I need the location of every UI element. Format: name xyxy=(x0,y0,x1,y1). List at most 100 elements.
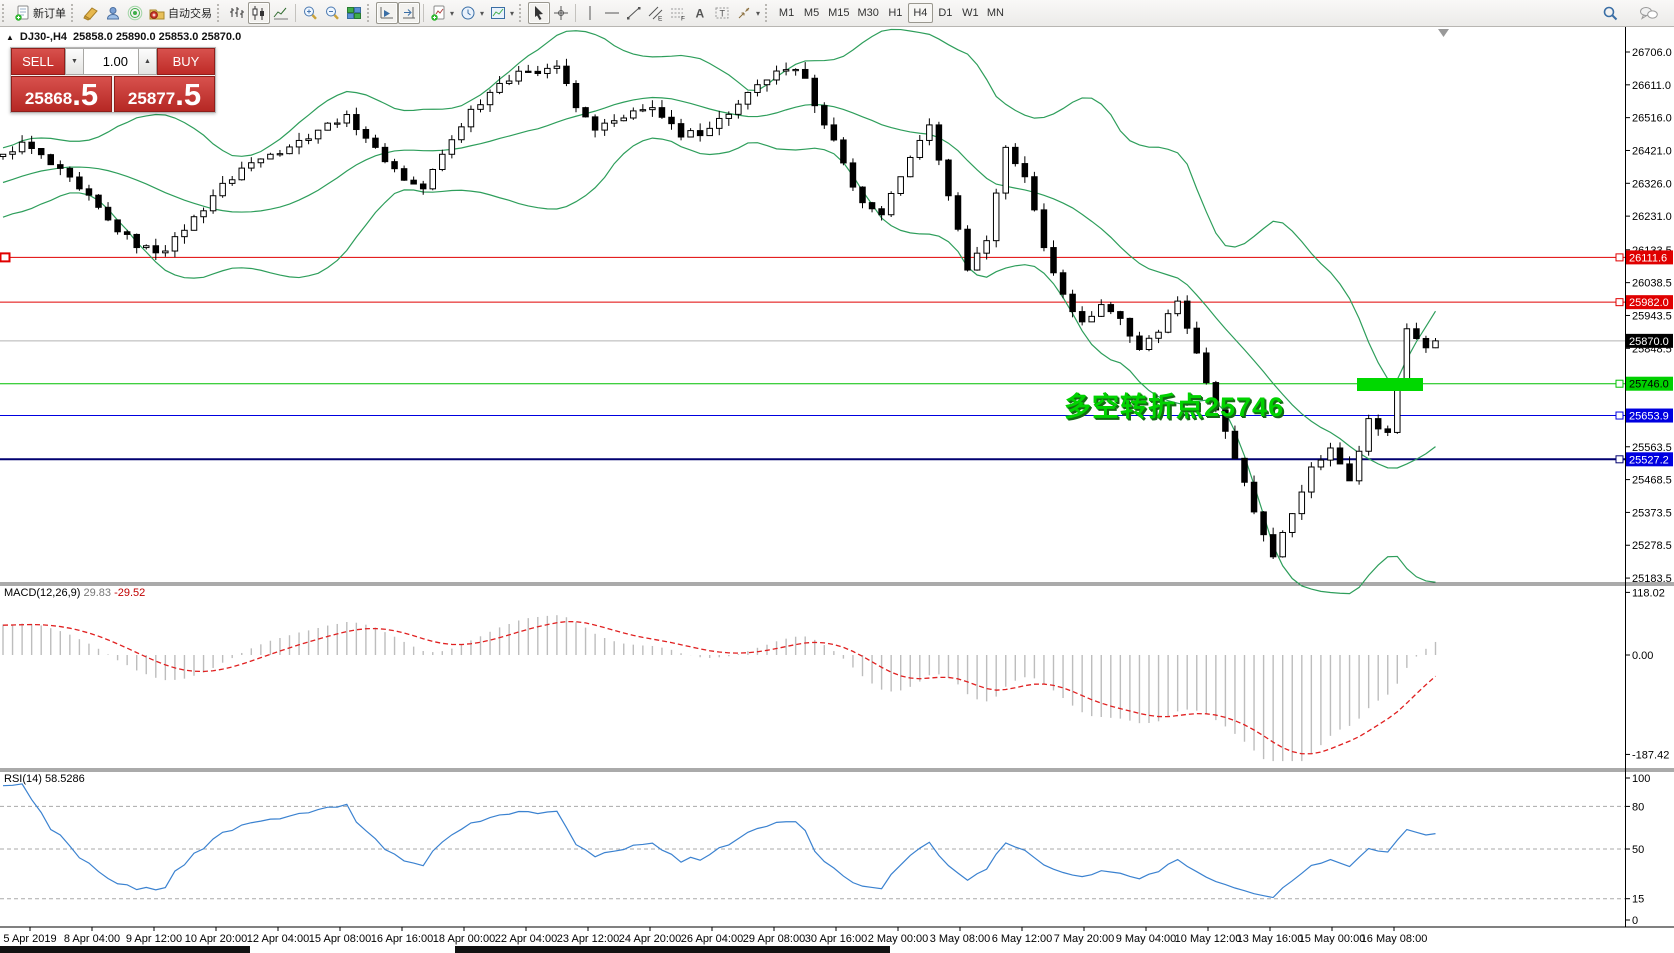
crosshair-button[interactable] xyxy=(550,2,572,24)
timeframe-button-M1[interactable]: M1 xyxy=(774,3,799,23)
price-level-label: 25653.9 xyxy=(1629,411,1669,423)
indicators-button[interactable]: ▾ xyxy=(427,2,457,24)
scrollbar-thumb[interactable] xyxy=(250,946,455,953)
volume-input[interactable]: 1.00 xyxy=(84,48,138,75)
timeframe-button-M5[interactable]: M5 xyxy=(799,3,824,23)
collapse-arrow-icon[interactable]: ▲ xyxy=(6,32,14,42)
rsi-name: RSI(14) xyxy=(4,773,42,785)
toolbar-separator xyxy=(575,4,577,22)
channel-button[interactable]: E xyxy=(645,2,667,24)
horizontal-line-icon xyxy=(605,12,620,14)
svg-text:E: E xyxy=(658,16,663,22)
candlestick-chart-icon xyxy=(252,6,264,20)
trendline-icon xyxy=(627,7,641,20)
horizontal-line-button[interactable] xyxy=(601,2,623,24)
rsi-line xyxy=(2,783,1436,899)
date-axis-label: 12 Apr 04:00 xyxy=(247,933,309,945)
zoom-out-button[interactable] xyxy=(321,2,343,24)
timeframe-button-M30[interactable]: M30 xyxy=(853,3,882,23)
timeframe-button-D1[interactable]: D1 xyxy=(933,3,958,23)
profile-button[interactable] xyxy=(102,2,124,24)
arrows-button[interactable]: ▾ xyxy=(733,2,763,24)
buy-button[interactable]: BUY xyxy=(157,48,215,75)
template-icon xyxy=(491,7,506,19)
signal-button[interactable] xyxy=(124,2,146,24)
price-level-label: 25870.0 xyxy=(1629,336,1669,348)
timeframe-toolbar: M1 M5 M15 M30 H1 H4 D1 W1 MN xyxy=(774,3,1008,23)
macd-signal-value: -29.52 xyxy=(114,587,146,599)
date-axis-label: 30 Apr 16:00 xyxy=(805,933,867,945)
trendline-button[interactable] xyxy=(623,2,645,24)
date-axis-label: 16 Apr 16:00 xyxy=(371,933,433,945)
text-label-button[interactable]: T xyxy=(711,2,733,24)
line-handle-marker xyxy=(0,252,11,263)
svg-text:25563.5: 25563.5 xyxy=(1632,442,1672,454)
pane-frames xyxy=(0,27,1674,928)
fibonacci-button[interactable]: F xyxy=(667,2,689,24)
date-axis-label: 26 Apr 04:00 xyxy=(681,933,743,945)
date-axis-label: 23 Apr 12:00 xyxy=(557,933,619,945)
cursor-button[interactable] xyxy=(528,2,551,24)
toolbar-grip xyxy=(519,4,526,22)
arrows-icon xyxy=(738,7,750,19)
ask-price-main: 25877 xyxy=(127,89,176,108)
templates-button[interactable]: ▾ xyxy=(487,2,517,24)
volume-increase-button[interactable]: ▲ xyxy=(138,48,157,75)
text-button[interactable]: A xyxy=(689,2,711,24)
autotrading-button[interactable]: 自动交易 xyxy=(146,2,215,24)
svg-text:26611.0: 26611.0 xyxy=(1632,80,1671,92)
svg-text:25373.5: 25373.5 xyxy=(1632,507,1672,519)
cursor-icon xyxy=(535,6,544,20)
line-chart-button[interactable] xyxy=(270,2,292,24)
bid-price-main: 25868 xyxy=(24,89,73,108)
svg-text:26421.0: 26421.0 xyxy=(1632,145,1672,157)
candlestick-chart-button[interactable] xyxy=(248,2,270,24)
indicators-icon xyxy=(431,5,445,21)
svg-text:26038.5: 26038.5 xyxy=(1632,278,1672,290)
chart-shift-button[interactable] xyxy=(398,2,420,24)
zoom-in-button[interactable] xyxy=(299,2,321,24)
candlesticks xyxy=(0,58,1439,560)
zoom-out-icon xyxy=(326,6,339,20)
bar-chart-button[interactable] xyxy=(226,2,248,24)
svg-text:25468.5: 25468.5 xyxy=(1632,475,1672,487)
svg-text:26326.0: 26326.0 xyxy=(1632,178,1672,190)
autoscroll-button[interactable] xyxy=(376,2,398,24)
tile-windows-button[interactable] xyxy=(343,2,365,24)
price-labels: 26111.6 25982.0 25870.0 25746.0 25653.9 25527… xyxy=(1615,250,1673,467)
signal-icon xyxy=(127,5,143,21)
horizontal-scrollbar[interactable] xyxy=(0,946,890,953)
periods-button[interactable]: ▾ xyxy=(457,2,487,24)
dropdown-caret-icon: ▾ xyxy=(450,8,455,18)
search-button[interactable] xyxy=(1599,2,1622,24)
new-order-icon xyxy=(15,5,29,21)
sell-price-button[interactable]: 25868 .5 xyxy=(11,76,112,112)
dropdown-caret-icon: ▾ xyxy=(510,8,515,18)
timeframe-button-H1[interactable]: H1 xyxy=(883,3,908,23)
toolbar-grip xyxy=(217,4,224,22)
price-level-label: 25982.0 xyxy=(1629,297,1669,309)
vertical-line-button[interactable] xyxy=(579,2,601,24)
timeframe-button-MN[interactable]: MN xyxy=(983,3,1008,23)
timeframe-button-H4[interactable]: H4 xyxy=(907,3,933,23)
toolbar-grip xyxy=(367,4,374,22)
volume-decrease-button[interactable]: ▼ xyxy=(65,48,84,75)
chat-button[interactable] xyxy=(1636,2,1662,24)
new-order-button[interactable]: 新订单 xyxy=(11,2,69,24)
timeframe-button-M15[interactable]: M15 xyxy=(824,3,853,23)
highlight-rectangle[interactable] xyxy=(1357,378,1423,391)
styler-button[interactable] xyxy=(80,2,102,24)
svg-text:118.02: 118.02 xyxy=(1632,587,1665,599)
line-anchor-marker xyxy=(1615,298,1624,307)
date-axis-label: 15 Apr 08:00 xyxy=(309,933,371,945)
bar-chart-icon xyxy=(230,7,244,18)
timeframe-button-W1[interactable]: W1 xyxy=(958,3,983,23)
svg-text:26706.0: 26706.0 xyxy=(1632,47,1672,59)
dropdown-caret-icon: ▾ xyxy=(480,8,485,18)
bid-price-fraction: .5 xyxy=(72,77,99,112)
sell-button[interactable]: SELL xyxy=(11,48,65,75)
date-axis-label: 13 May 16:00 xyxy=(1237,933,1304,945)
svg-text:25943.5: 25943.5 xyxy=(1632,310,1672,322)
buy-price-button[interactable]: 25877 .5 xyxy=(114,76,215,112)
